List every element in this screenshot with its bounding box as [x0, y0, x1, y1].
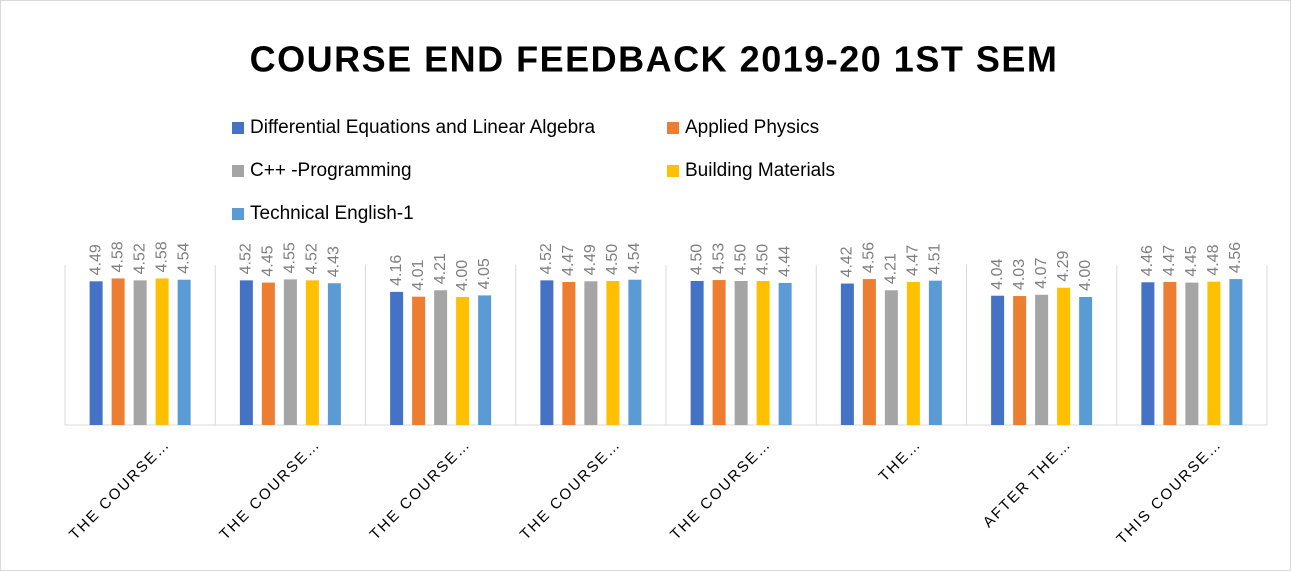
- value-label: 4.47: [905, 245, 922, 276]
- bar: [1057, 287, 1071, 425]
- value-label: 4.49: [87, 244, 104, 275]
- value-label: 4.52: [304, 243, 321, 274]
- bar: [390, 291, 404, 425]
- value-label: 4.00: [454, 260, 471, 291]
- value-label: 4.43: [326, 246, 343, 277]
- bar: [991, 295, 1005, 425]
- bar: [712, 280, 726, 425]
- bar: [628, 279, 642, 425]
- value-label: 4.47: [560, 245, 577, 276]
- value-label: 4.21: [432, 253, 449, 284]
- value-label: 4.58: [153, 241, 170, 272]
- bar: [434, 290, 448, 425]
- bar: [239, 280, 253, 425]
- bar: [928, 280, 942, 425]
- bar: [584, 281, 598, 425]
- value-label: 4.52: [238, 243, 255, 274]
- value-label: 4.54: [626, 242, 643, 273]
- bar: [478, 295, 492, 425]
- bar: [840, 283, 854, 425]
- bar: [456, 297, 470, 425]
- value-label: 4.07: [1033, 258, 1050, 289]
- bar: [89, 281, 103, 425]
- value-label: 4.55: [282, 242, 299, 273]
- legend-label: Applied Physics: [685, 117, 819, 138]
- value-label: 4.56: [861, 242, 878, 273]
- bar: [562, 281, 576, 425]
- value-label: 4.50: [604, 244, 621, 275]
- value-label: 4.29: [1055, 250, 1072, 281]
- value-label: 4.50: [688, 244, 705, 275]
- value-label: 4.56: [1227, 242, 1244, 273]
- value-label: 4.51: [927, 243, 944, 274]
- value-label: 4.48: [1205, 244, 1222, 275]
- legend-swatch: [667, 165, 679, 177]
- legend-swatch: [667, 122, 679, 134]
- value-label: 4.50: [732, 244, 749, 275]
- legend-swatch: [232, 165, 244, 177]
- bar: [327, 283, 341, 425]
- bar: [305, 280, 319, 425]
- legend-label: Differential Equations and Linear Algebr…: [250, 117, 595, 138]
- bar: [177, 279, 191, 425]
- bar: [1229, 279, 1243, 425]
- bar: [133, 280, 147, 425]
- bar: [1035, 294, 1049, 425]
- legend-swatch: [232, 208, 244, 220]
- value-label: 4.45: [1183, 245, 1200, 276]
- bar: [540, 280, 554, 425]
- bar: [756, 281, 770, 425]
- bar: [155, 278, 169, 425]
- value-label: 4.00: [1077, 260, 1094, 291]
- legend-label: C++ -Programming: [250, 160, 412, 181]
- value-label: 4.04: [989, 258, 1006, 289]
- value-label: 4.21: [883, 253, 900, 284]
- value-label: 4.53: [710, 243, 727, 274]
- value-label: 4.47: [1161, 245, 1178, 276]
- bar: [283, 279, 297, 425]
- bar: [606, 281, 620, 425]
- value-label: 4.50: [754, 244, 771, 275]
- bar: [412, 296, 426, 425]
- chart-title: COURSE END FEEDBACK 2019-20 1ST SEM: [250, 39, 1059, 80]
- value-label: 4.05: [476, 258, 493, 289]
- bar: [1207, 281, 1221, 425]
- bar: [1013, 296, 1027, 425]
- bar: [1163, 281, 1177, 425]
- value-label: 4.58: [109, 241, 126, 272]
- value-label: 4.52: [131, 243, 148, 274]
- value-label: 4.45: [260, 245, 277, 276]
- legend-label: Building Materials: [685, 160, 835, 181]
- value-label: 4.03: [1011, 259, 1028, 290]
- bar: [111, 278, 125, 425]
- bar: [690, 281, 704, 425]
- legend-swatch: [232, 122, 244, 134]
- value-label: 4.46: [1139, 245, 1156, 276]
- value-label: 4.49: [582, 244, 599, 275]
- bar: [884, 290, 898, 425]
- legend-label: Technical English-1: [250, 203, 414, 224]
- bar: [1185, 282, 1199, 425]
- bar: [906, 281, 920, 425]
- bar: [862, 279, 876, 425]
- bar: [1079, 297, 1093, 425]
- value-label: 4.44: [776, 246, 793, 277]
- value-label: 4.01: [410, 259, 427, 290]
- value-label: 4.16: [388, 255, 405, 286]
- bar: [778, 282, 792, 425]
- value-label: 4.42: [839, 246, 856, 277]
- bar: [1141, 282, 1155, 425]
- bar: [261, 282, 275, 425]
- bar: [734, 281, 748, 425]
- value-label: 4.52: [538, 243, 555, 274]
- value-label: 4.54: [175, 242, 192, 273]
